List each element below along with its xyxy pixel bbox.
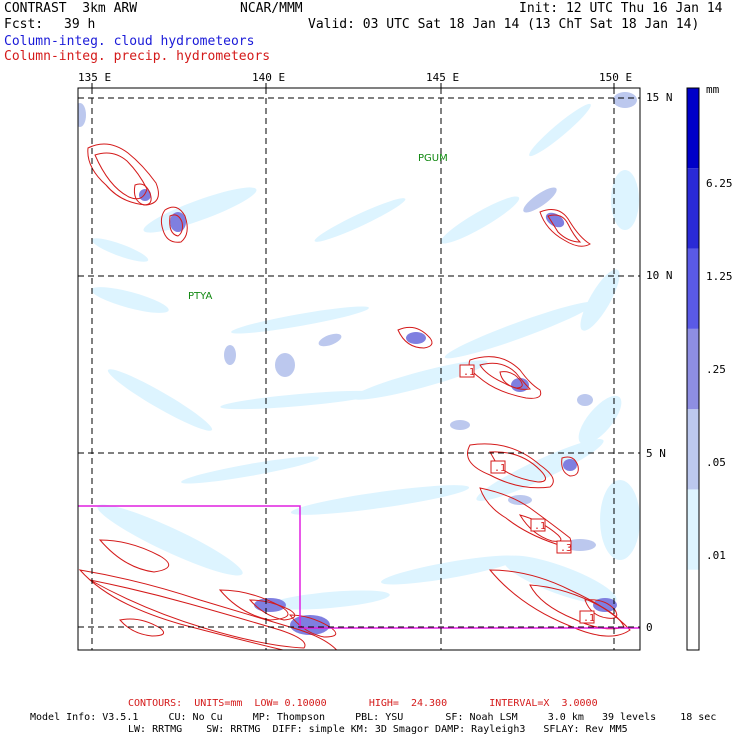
model-info-line2: LW: RRTMG SW: RRTMG DIFF: simple KM: 3D … xyxy=(128,724,628,735)
field-precip-title: Column-integ. precip. hydrometeors xyxy=(4,49,271,64)
contour-label: .1 xyxy=(583,613,595,624)
colorbar-segment xyxy=(687,88,699,169)
subdomain-boundary xyxy=(78,505,640,629)
precip-contours xyxy=(78,143,631,650)
valid-time: Valid: 03 UTC Sat 18 Jan 14 (13 ChT Sat … xyxy=(308,17,700,32)
station-label-pgum: PGUM xyxy=(418,153,448,164)
map-frame xyxy=(77,87,641,651)
lon-label-135: 135 E xyxy=(78,71,112,84)
field-cloud-title: Column-integ. cloud hydrometeors xyxy=(4,34,255,49)
lat-label-10n: 10 N xyxy=(646,269,673,282)
colorbar-level-0-25: .25 xyxy=(706,363,726,376)
colorbar-segment xyxy=(687,168,699,249)
colorbar-level-6-25: 6.25 xyxy=(706,177,733,190)
cloud-field-medium xyxy=(78,92,637,551)
model-info-line1: Model Info: V3.5.1 CU: No Cu MP: Thompso… xyxy=(30,712,717,723)
colorbar-segment xyxy=(687,328,699,410)
org-label: NCAR/MMM xyxy=(240,1,303,16)
lat-label-5n: 5 N xyxy=(646,447,666,460)
colorbar-units: mm xyxy=(706,83,720,96)
colorbar-segment xyxy=(687,409,699,490)
model-title: CONTRAST 3km ARW xyxy=(4,1,138,16)
cloud-field-light xyxy=(91,103,640,610)
colorbar xyxy=(686,87,700,651)
colorbar-level-0-01: .01 xyxy=(706,549,726,562)
contour-label: .1 xyxy=(463,367,475,378)
lon-ticks xyxy=(91,83,615,88)
colorbar-frame xyxy=(686,87,700,651)
colorbar-segment xyxy=(687,569,699,650)
station-label-ptya: PTYA xyxy=(188,291,212,302)
lat-label-15n: 15 N xyxy=(646,91,673,104)
lon-label-140: 140 E xyxy=(252,71,286,84)
colorbar-level-0-05: .05 xyxy=(706,456,726,469)
lat-lon-grid xyxy=(78,88,640,650)
lon-label-145: 145 E xyxy=(426,71,460,84)
colorbar-level-1-25: 1.25 xyxy=(706,270,733,283)
contour-label: .1 xyxy=(534,521,546,532)
contours-info: CONTOURS: UNITS=mm LOW= 0.10000 HIGH= 24… xyxy=(128,698,598,709)
lon-label-150: 150 E xyxy=(599,71,633,84)
forecast-hour: 39 h xyxy=(64,17,96,32)
contour-labels: .1 .1 .1 .3 .1 xyxy=(459,364,595,624)
colorbar-segment xyxy=(687,489,699,570)
init-time: Init: 12 UTC Thu 16 Jan 14 xyxy=(519,1,723,16)
forecast-label: Fcst: xyxy=(4,17,44,32)
map-field xyxy=(78,88,640,650)
contour-label: .3 xyxy=(560,543,572,554)
contour-label: .1 xyxy=(494,463,506,474)
colorbar-segment xyxy=(687,248,699,329)
lat-label-0: 0 xyxy=(646,621,653,634)
